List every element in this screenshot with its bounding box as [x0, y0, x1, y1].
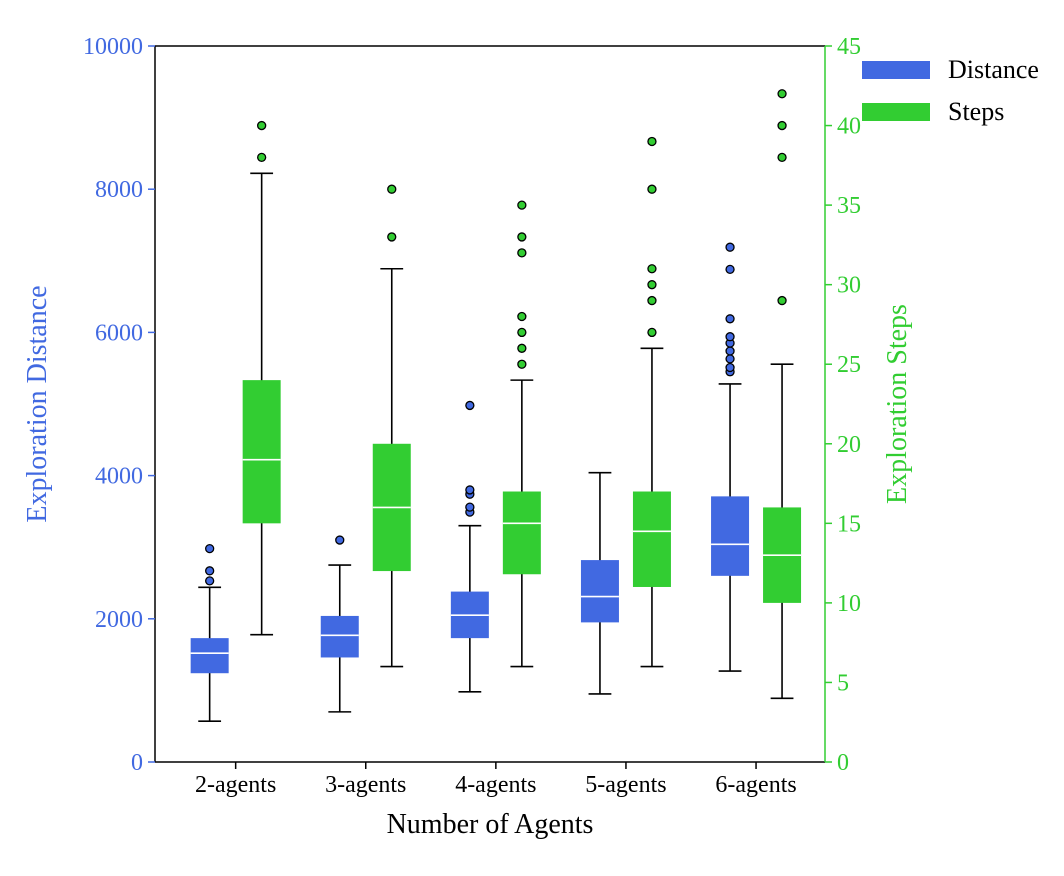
outlier-steps-1-1 — [387, 184, 397, 194]
plot-area — [190, 89, 802, 722]
legend-label-distance: Distance — [948, 55, 1039, 84]
outlier-distance-4-8 — [725, 242, 735, 252]
outlier-distance-1-0 — [335, 535, 345, 545]
outlier-steps-3-0 — [647, 327, 657, 338]
outlier-steps-4-0 — [777, 295, 787, 306]
box-distance-3 — [580, 560, 619, 623]
outlier-distance-2-1 — [465, 502, 475, 512]
outlier-distance-4-1 — [725, 362, 735, 373]
outlier-steps-4-2 — [777, 120, 787, 131]
box-steps-0 — [242, 380, 281, 524]
outlier-distance-4-2 — [725, 354, 735, 364]
outlier-steps-3-2 — [647, 280, 657, 290]
y-right-tick-label-8: 40 — [837, 114, 861, 140]
x-tick-label-0: 2-agents — [195, 772, 276, 798]
x-axis-title: Number of Agents — [387, 809, 594, 840]
outlier-steps-2-2 — [517, 327, 527, 338]
x-tick-label-4: 6-agents — [715, 772, 796, 798]
box-distance-1 — [320, 615, 359, 658]
x-tick-label-3: 5-agents — [585, 772, 666, 798]
outlier-distance-0-2 — [205, 543, 215, 554]
outlier-distance-2-4 — [465, 400, 475, 411]
outlier-steps-3-1 — [647, 295, 657, 306]
outlier-steps-2-0 — [517, 359, 527, 369]
y-right-tick-label-4: 20 — [837, 432, 861, 458]
y-left-tick-label-4: 8000 — [95, 177, 143, 203]
outlier-distance-0-0 — [205, 576, 215, 586]
y-right-tick-label-6: 30 — [837, 273, 861, 299]
outlier-steps-4-3 — [777, 89, 787, 99]
x-tick-label-2: 4-agents — [455, 772, 536, 798]
legend-swatch-steps — [862, 103, 930, 121]
y-right-tick-label-2: 10 — [837, 591, 861, 617]
outlier-steps-3-5 — [647, 136, 657, 147]
outlier-steps-3-3 — [647, 264, 657, 274]
y-right-tick-label-9: 45 — [837, 34, 861, 60]
y-right-tick-label-0: 0 — [837, 750, 849, 776]
y-right-tick-label-7: 35 — [837, 193, 861, 219]
outlier-distance-4-6 — [725, 314, 735, 324]
y-left-axis-title: Exploration Distance — [22, 285, 53, 522]
y-right-axis-title: Exploration Steps — [882, 304, 913, 504]
outlier-steps-1-0 — [387, 232, 397, 242]
outlier-steps-3-4 — [647, 184, 657, 194]
y-left-tick-label-5: 10000 — [83, 34, 143, 60]
outlier-distance-2-3 — [465, 485, 475, 495]
outlier-steps-2-4 — [517, 248, 527, 258]
box-distance-0 — [190, 638, 229, 674]
y-left-tick-label-0: 0 — [131, 750, 143, 776]
y-left-tick-label-2: 4000 — [95, 464, 143, 490]
y-left-tick-label-1: 2000 — [95, 607, 143, 633]
outlier-steps-2-6 — [517, 200, 527, 210]
y-left-tick-label-3: 6000 — [95, 320, 143, 346]
outlier-steps-4-1 — [777, 152, 787, 163]
outlier-steps-2-3 — [517, 311, 527, 322]
outlier-distance-4-7 — [725, 264, 735, 275]
axes: 0 2000 4000 6000 8000 10000 0 5 10 15 20 25 30 35 40 45… — [22, 34, 913, 840]
legend-label-steps: Steps — [948, 97, 1004, 126]
box-steps-3 — [632, 491, 671, 587]
box-steps-2 — [502, 491, 541, 575]
y-right-tick-label-5: 25 — [837, 352, 861, 378]
outlier-distance-4-3 — [725, 346, 735, 356]
legend: Distance Steps — [862, 55, 1039, 126]
x-tick-label-1: 3-agents — [325, 772, 406, 798]
y-right-tick-label-1: 5 — [837, 670, 849, 696]
outlier-distance-0-1 — [205, 566, 215, 576]
outlier-steps-2-5 — [517, 232, 527, 242]
outlier-steps-2-1 — [517, 343, 527, 353]
legend-swatch-distance — [862, 61, 930, 79]
outlier-steps-0-1 — [257, 120, 267, 131]
y-right-tick-label-3: 15 — [837, 511, 861, 537]
outlier-distance-4-5 — [725, 332, 735, 342]
box-distance-4 — [711, 496, 750, 576]
outlier-steps-0-0 — [257, 152, 267, 163]
